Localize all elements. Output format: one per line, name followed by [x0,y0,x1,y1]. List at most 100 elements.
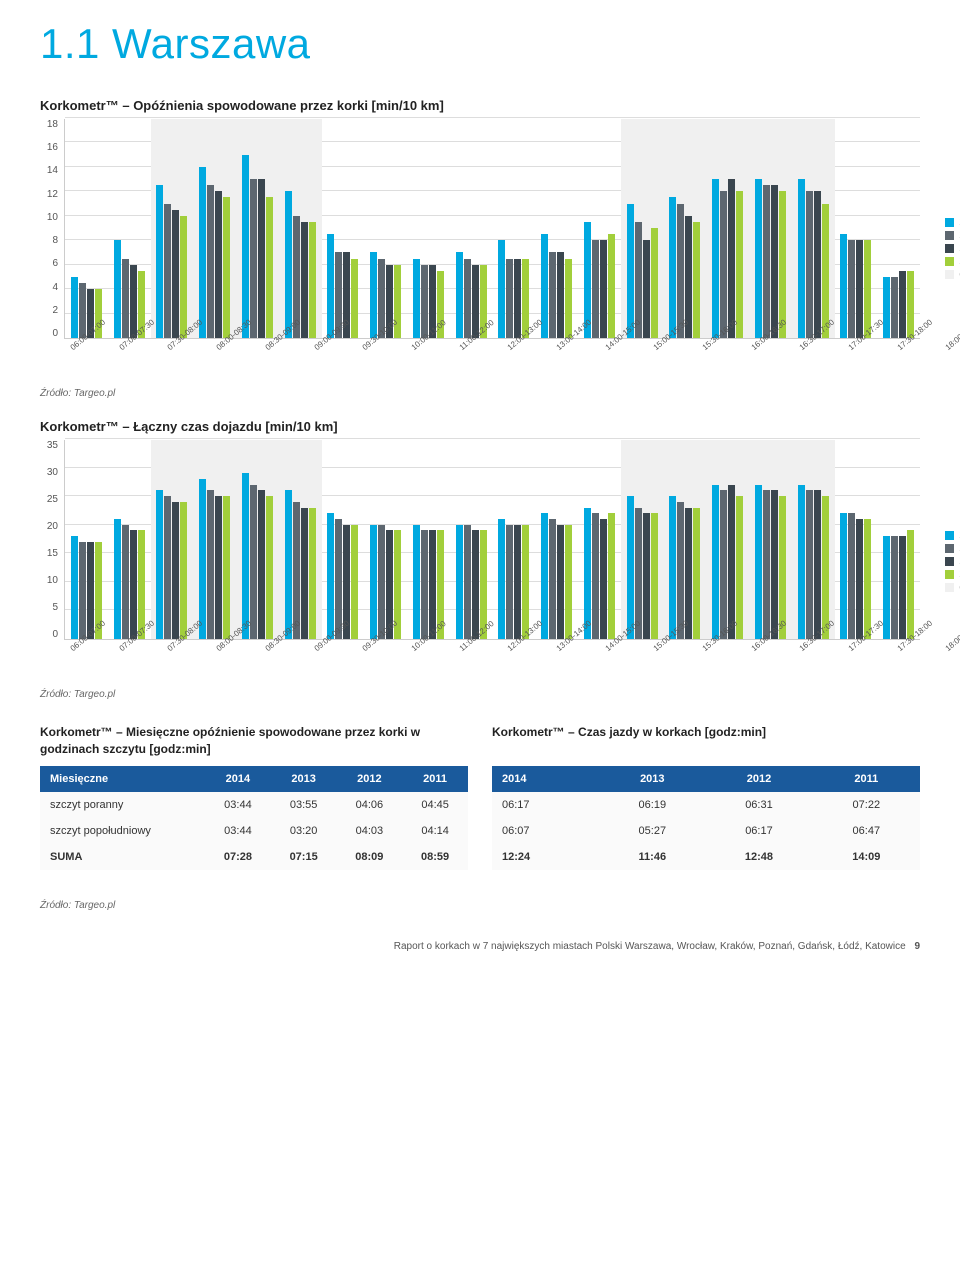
table-cell: 06:31 [705,792,812,818]
legend-item: 2012 [945,230,960,241]
y-tick-label: 25 [47,494,58,505]
bar [814,191,821,338]
bar [309,222,316,338]
table-cell: 14:09 [813,844,920,870]
bar-group [535,440,578,639]
bar [164,204,171,338]
bar [651,228,658,338]
table2-title: Korkometr™ – Czas jazdy w korkach [godz:… [492,724,920,758]
table-cell: 07:28 [205,844,271,870]
bar [464,259,471,338]
y-tick-label: 4 [52,282,58,293]
bar [822,496,829,639]
bar-group [749,440,792,639]
bar [627,204,634,338]
bar [114,240,121,338]
bar [514,525,521,639]
table-row: szczyt poranny03:4403:5504:0604:45 [40,792,468,818]
bar-group [621,119,664,338]
chart1: 181614121086420 06:00-07:0007:00-07:3007… [40,119,920,358]
bar [199,479,206,639]
bar-group [193,440,236,639]
table-sum-row: 12:2411:4612:4814:09 [492,844,920,870]
bar-group [108,440,151,639]
y-tick-label: 8 [52,235,58,246]
legend-item: 2014 [945,256,960,267]
bar [327,513,334,639]
legend-swatch [945,583,954,592]
bar-group [236,440,279,639]
bar-group [236,119,279,338]
tables-source: Źródło: Targeo.pl [40,900,920,911]
bar [669,496,676,639]
legend-swatch [945,570,954,579]
bar [429,530,436,639]
legend-swatch [945,544,954,553]
bar [285,490,292,639]
legend-swatch [945,557,954,566]
table-cell: 04:14 [402,818,468,844]
chart1-title: Korkometr™ – Opóźnienia spowodowane prze… [40,98,920,113]
y-tick-label: 30 [47,467,58,478]
bar [156,185,163,338]
legend-item: godziny szczytu [945,269,960,280]
table-cell: 07:22 [813,792,920,818]
bar-group [364,440,407,639]
legend-swatch [945,257,954,266]
bar [728,485,735,639]
bar [250,179,257,338]
bar [864,519,871,639]
legend-swatch [945,244,954,253]
table-header-cell: 2013 [271,766,337,792]
x-tick-label: 18:00-19:00 [939,619,960,657]
chart1-source: Źródło: Targeo.pl [40,388,920,399]
y-tick-label: 14 [47,165,58,176]
bar [565,525,572,639]
bar [506,259,513,338]
table-sum-row: SUMA07:2807:1508:0908:59 [40,844,468,870]
bar [720,191,727,338]
bar [600,519,607,639]
bar [351,259,358,338]
bar [651,513,658,639]
bar [856,240,863,338]
table-cell: 06:47 [813,818,920,844]
bar [301,222,308,338]
bar [71,277,78,338]
table2: Korkometr™ – Czas jazdy w korkach [godz:… [492,724,920,870]
bar [720,490,727,639]
bar [856,519,863,639]
bar [71,536,78,639]
bar [223,496,230,639]
bar [848,513,855,639]
table-cell: 06:07 [492,818,599,844]
bar-group [450,119,493,338]
bar [199,167,206,338]
bar [608,513,615,639]
legend-item: 2011 [945,530,960,541]
bar [223,197,230,338]
bar [413,525,420,639]
table-cell: 03:55 [271,792,337,818]
bar [798,485,805,639]
bar [549,252,556,338]
bar-group [108,119,151,338]
bar-group [193,119,236,338]
legend-item: 2013 [945,243,960,254]
bar [472,530,479,639]
bar [498,240,505,338]
bar [864,240,871,338]
bar-group [621,440,664,639]
bar-group [578,440,621,639]
bar [351,525,358,639]
bar [301,508,308,639]
bar [172,210,179,338]
bar [907,271,914,338]
bar [755,179,762,338]
table-cell: 06:17 [492,792,599,818]
bar-group [835,440,878,639]
y-tick-label: 20 [47,521,58,532]
table-row: 06:0705:2706:1706:47 [492,818,920,844]
bar [798,179,805,338]
page-title: 1.1 Warszawa [40,20,920,68]
